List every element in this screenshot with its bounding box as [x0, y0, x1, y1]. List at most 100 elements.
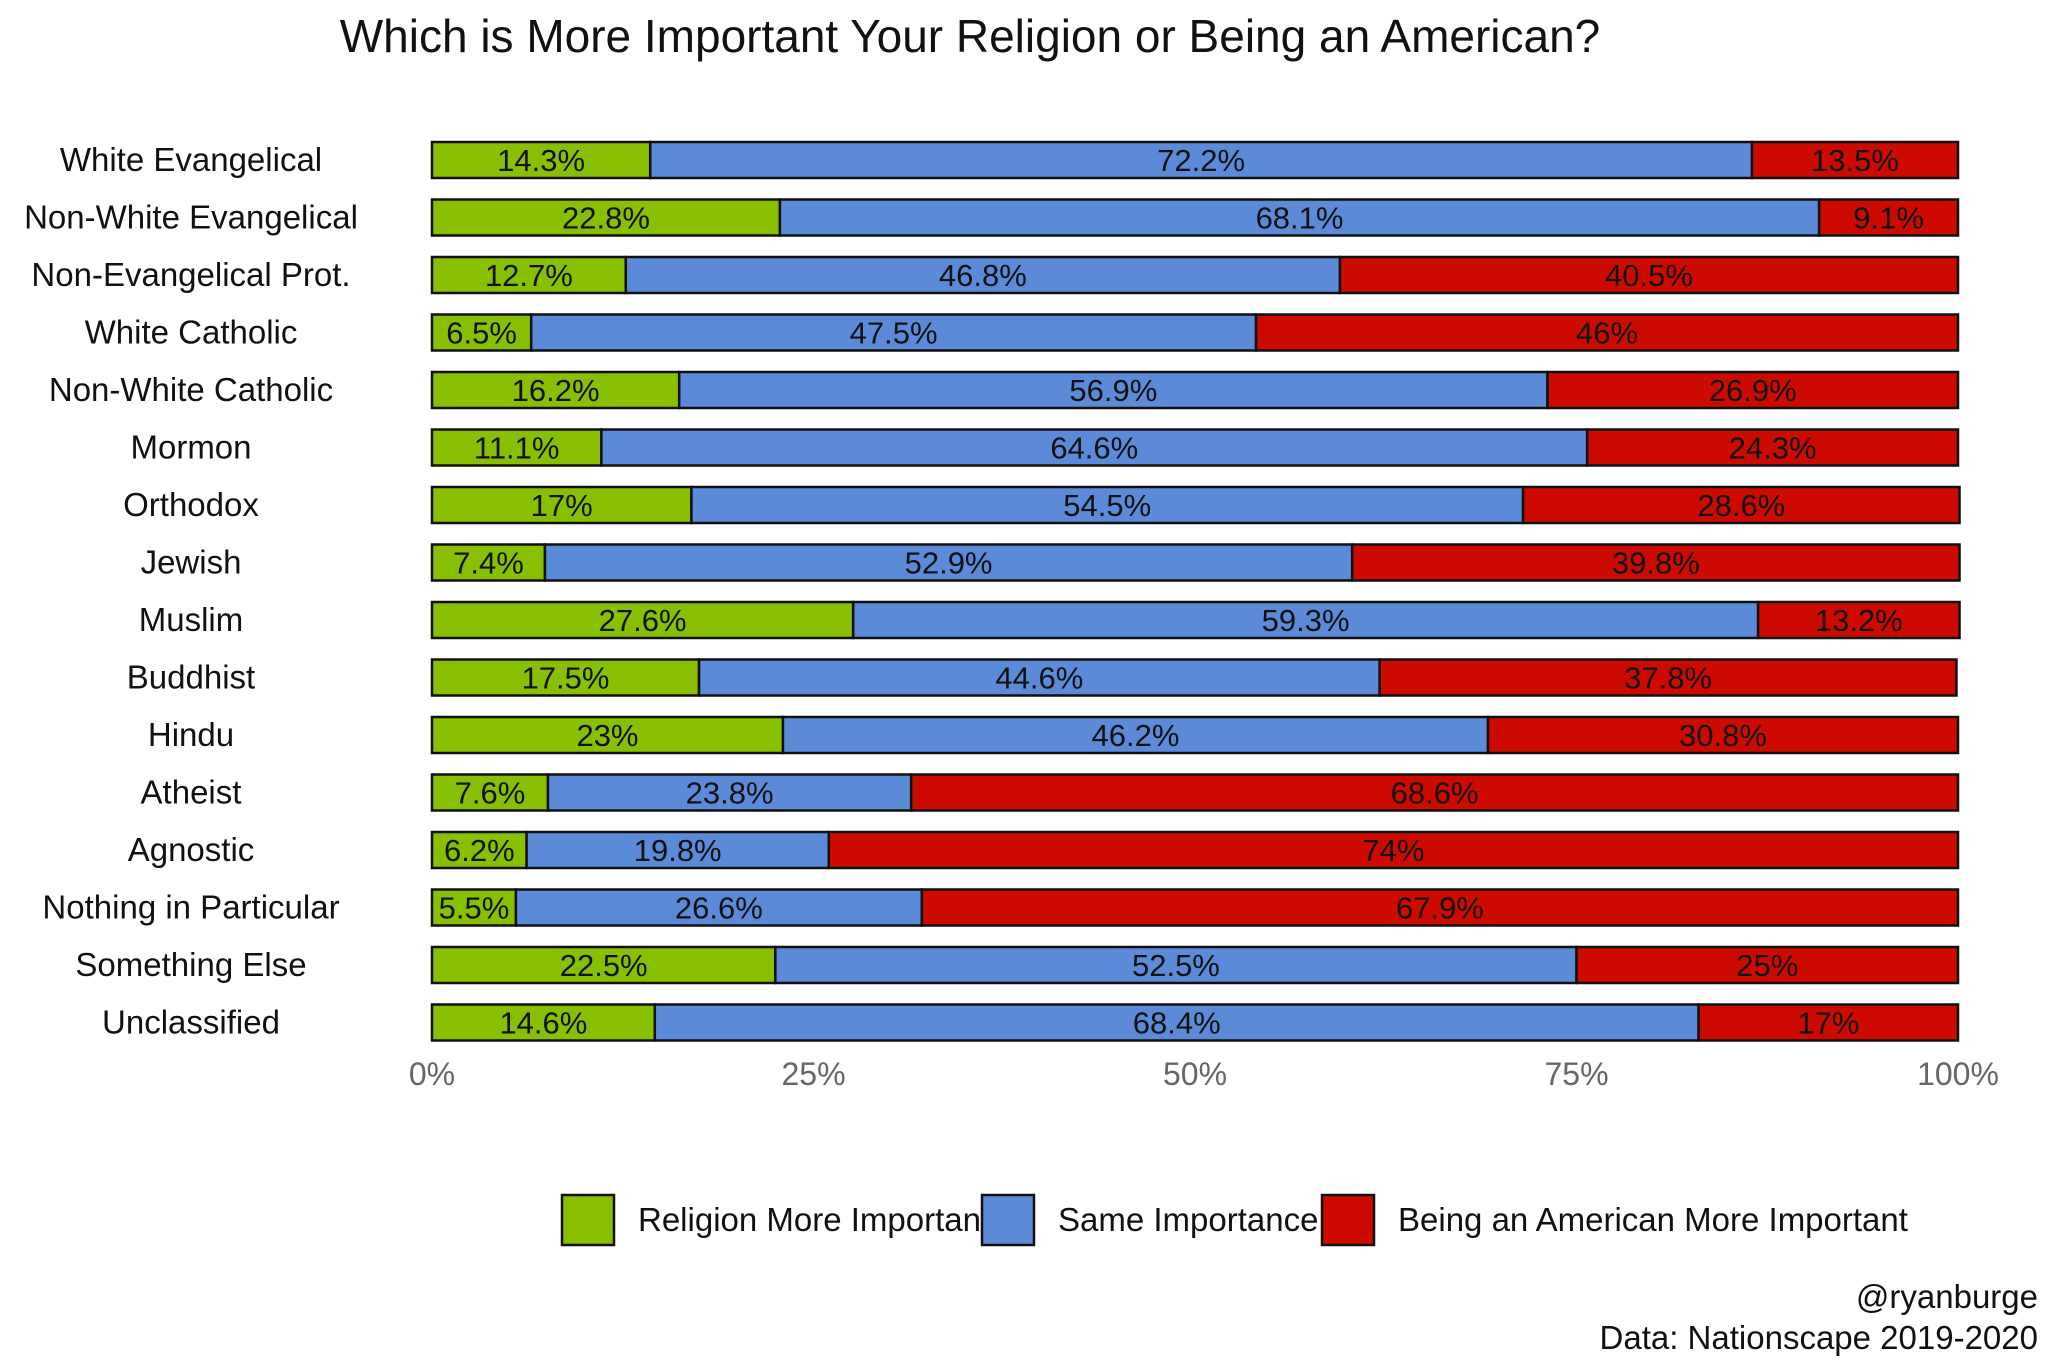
data-label: 5.5% [439, 891, 510, 926]
category-labels: White Evangelical Non-White Evangelical No… [24, 141, 358, 1041]
data-label: 44.6% [995, 661, 1083, 696]
bar-segment [1756, 600, 1961, 640]
category-label: Jewish [141, 544, 242, 581]
data-label: 72.2% [1157, 143, 1245, 178]
x-axis-ticks: 0% 25% 50% 75% 100% [409, 1056, 1999, 1092]
data-label: 22.5% [560, 948, 648, 983]
data-label: 68.1% [1256, 201, 1344, 236]
data-label: 19.8% [634, 833, 722, 868]
data-label: 28.6% [1697, 488, 1785, 523]
bar-segment [1486, 715, 1960, 755]
bar-segment [1585, 428, 1960, 467]
bar-segment [1378, 658, 1958, 697]
data-label: 47.5% [850, 316, 938, 351]
category-label: Muslim [139, 601, 244, 638]
data-label: 7.4% [453, 546, 524, 581]
data-label: 40.5% [1605, 258, 1693, 293]
data-label: 67.9% [1396, 891, 1484, 926]
data-label: 26.6% [675, 891, 763, 926]
data-label: 30.8% [1679, 718, 1767, 753]
bar-segment [624, 255, 1342, 295]
bar-segment [430, 255, 628, 295]
bar-segment [1750, 140, 1960, 180]
bar-segment [430, 140, 652, 180]
data-label: 16.2% [512, 373, 600, 408]
category-label: White Evangelical [60, 141, 322, 178]
category-label: Hindu [148, 716, 234, 753]
category-label: Unclassified [102, 1004, 280, 1041]
data-label: 24.3% [1729, 431, 1817, 466]
bar-segment [920, 888, 1960, 927]
data-label: 17.5% [522, 661, 610, 696]
data-label: 12.7% [485, 258, 573, 293]
bar-segment [1338, 255, 1960, 295]
data-label: 13.2% [1815, 603, 1903, 638]
data-label: 39.8% [1612, 546, 1700, 581]
data-label: 59.3% [1262, 603, 1350, 638]
data-label: 13.5% [1811, 143, 1899, 178]
bar-segment [430, 485, 693, 525]
data-label: 54.5% [1063, 488, 1151, 523]
bar-segment [648, 140, 1754, 180]
legend: Religion More Important Same Importance Be… [560, 1193, 1908, 1247]
category-label: Buddhist [127, 659, 255, 696]
bar-segment [514, 888, 924, 927]
source-annotation: Data: Nationscape 2019-2020 [1600, 1319, 2038, 1356]
x-tick-label: 25% [781, 1056, 845, 1092]
data-label: 14.3% [497, 143, 585, 178]
category-label: Orthodox [123, 486, 259, 523]
bar-segment [430, 370, 681, 410]
data-label: 6.5% [446, 316, 517, 351]
x-tick-label: 100% [1917, 1056, 1999, 1092]
bar-segment [546, 773, 913, 812]
data-label: 56.9% [1069, 373, 1157, 408]
data-label: 46.2% [1092, 718, 1180, 753]
category-label: Non-White Evangelical [24, 199, 358, 236]
bar-segment [430, 658, 701, 697]
data-label: 25% [1736, 948, 1798, 983]
legend-label: Being an American More Important [1398, 1201, 1908, 1238]
bar-segment [1254, 313, 1960, 352]
data-label: 17% [531, 488, 593, 523]
bar-segment [690, 485, 1525, 525]
legend-swatch [560, 1193, 616, 1247]
bar-segment [430, 830, 528, 870]
bar-segment [1575, 945, 1960, 985]
data-label: 6.2% [444, 833, 515, 868]
bars: 14.3% 72.2% 13.5%22.8% 68.1% 9.1%12.7% 46.8% 4… [430, 140, 1961, 1042]
data-label: 64.6% [1050, 431, 1138, 466]
category-label: Atheist [141, 774, 242, 811]
category-label: Agnostic [128, 831, 255, 868]
bar-segment [430, 313, 533, 352]
x-tick-label: 75% [1544, 1056, 1608, 1092]
legend-label: Same Importance [1058, 1201, 1318, 1238]
data-label: 52.9% [905, 546, 993, 581]
data-label: 46% [1576, 316, 1638, 351]
bar-segment [827, 830, 1960, 870]
bar-segment [653, 1003, 1700, 1042]
x-tick-label: 50% [1163, 1056, 1227, 1092]
data-label: 37.8% [1624, 661, 1712, 696]
bar-segment [543, 543, 1354, 582]
bar-segment [600, 428, 1589, 467]
legend-label: Religion More Important [638, 1201, 990, 1238]
category-label: White Catholic [85, 314, 298, 351]
legend-swatch [1320, 1193, 1376, 1247]
data-label: 68.6% [1391, 776, 1479, 811]
data-label: 52.5% [1132, 948, 1220, 983]
bar-segment [430, 600, 855, 640]
bar-segment [430, 1003, 657, 1042]
bar-segment [778, 198, 1821, 237]
data-label: 22.8% [562, 201, 650, 236]
data-label: 9.1% [1853, 201, 1924, 236]
bar-segment [430, 428, 603, 467]
data-label: 68.4% [1133, 1006, 1221, 1041]
bar-segment [1546, 370, 1960, 410]
bar-segment [909, 773, 1960, 812]
x-tick-label: 0% [409, 1056, 455, 1092]
bar-segment [430, 543, 547, 582]
data-label: 23% [576, 718, 638, 753]
category-label: Non-Evangelical Prot. [31, 256, 350, 293]
category-label: Something Else [75, 946, 306, 983]
